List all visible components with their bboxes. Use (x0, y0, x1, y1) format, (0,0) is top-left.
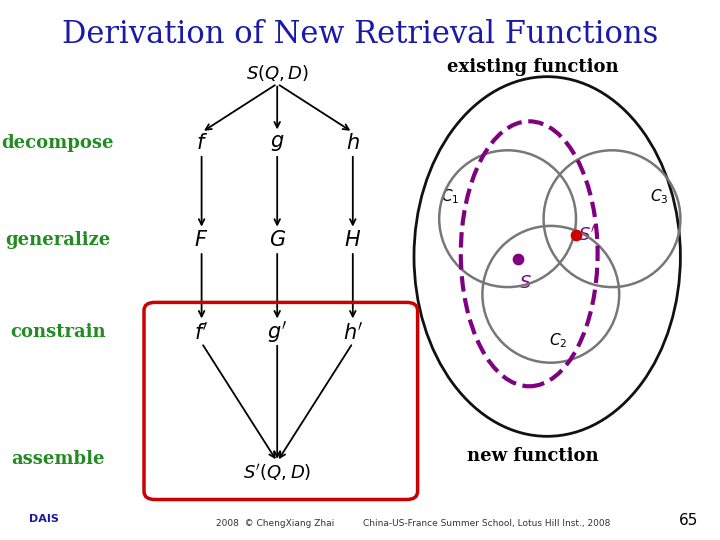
Text: $f'$: $f'$ (194, 321, 209, 343)
Text: constrain: constrain (10, 323, 105, 341)
Text: $g$: $g$ (270, 133, 284, 153)
Text: $g'$: $g'$ (267, 319, 287, 345)
Text: $C_1$: $C_1$ (441, 188, 459, 206)
Text: $C_3$: $C_3$ (649, 188, 668, 206)
Text: decompose: decompose (1, 134, 114, 152)
Text: $h'$: $h'$ (343, 321, 363, 343)
Text: 2008  © ChengXiang Zhai          China-US-France Summer School, Lotus Hill Inst.: 2008 © ChengXiang Zhai China-US-France S… (216, 519, 611, 528)
Text: generalize: generalize (5, 231, 110, 249)
Text: $G$: $G$ (269, 230, 286, 251)
Text: $H$: $H$ (344, 230, 361, 251)
Text: assemble: assemble (11, 450, 104, 468)
Point (513, 255, 524, 264)
Text: DAIS: DAIS (29, 514, 58, 524)
Text: $S'$: $S'$ (578, 225, 595, 245)
Text: $f$: $f$ (196, 133, 207, 153)
Text: new function: new function (467, 447, 598, 465)
Text: $S$: $S$ (519, 274, 532, 293)
Text: 65: 65 (679, 513, 698, 528)
Text: $F$: $F$ (194, 230, 209, 251)
Text: $S(Q,D)$: $S(Q,D)$ (246, 63, 309, 83)
Text: Derivation of New Retrieval Functions: Derivation of New Retrieval Functions (62, 19, 658, 50)
Text: $S'(Q,D)$: $S'(Q,D)$ (243, 462, 311, 483)
Text: $h$: $h$ (346, 133, 360, 153)
Text: existing function: existing function (447, 58, 618, 77)
Point (570, 231, 582, 239)
Text: $C_2$: $C_2$ (549, 331, 567, 349)
